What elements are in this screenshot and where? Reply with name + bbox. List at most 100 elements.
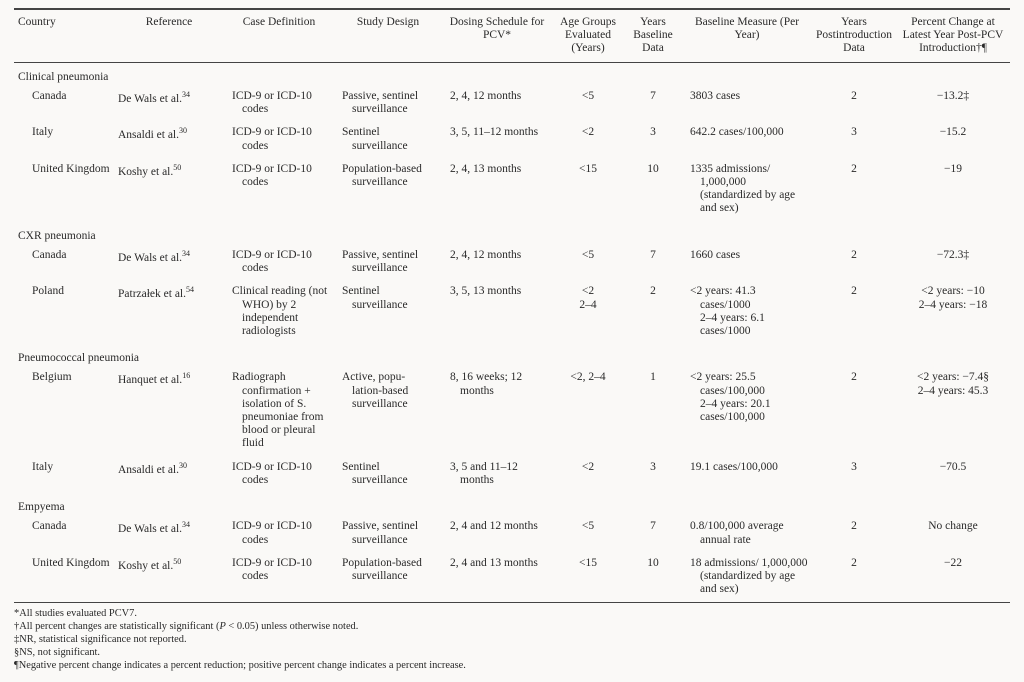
cell-ypost: 2	[812, 159, 896, 222]
table-row: PolandPatrzałek et al.54Clinical reading…	[14, 281, 1010, 344]
cell-age: <2, 2–4	[552, 367, 624, 456]
cell-casedef: ICD-9 or ICD-10 codes	[224, 516, 334, 552]
section-header-row: CXR pneumonia	[14, 222, 1010, 245]
cell-ypost: 2	[812, 245, 896, 281]
cell-design: Passive, sentinel surveillance	[334, 245, 442, 281]
cell-ybase: 3	[624, 457, 682, 493]
cell-reference: Ansaldi et al.30	[114, 122, 224, 158]
col-ybase: Years Baseline Data	[624, 9, 682, 62]
footnote-line: §NS, not significant.	[14, 646, 1010, 659]
cell-ypost: 2	[812, 516, 896, 552]
cell-design: Active, popu- lation-based surveillance	[334, 367, 442, 456]
footnote-line: †All percent changes are statistically s…	[14, 620, 1010, 633]
cell-age: <15	[552, 553, 624, 603]
cell-pct: −72.3‡	[896, 245, 1010, 281]
cell-baseline: 19.1 cases/100,000	[682, 457, 812, 493]
cell-casedef: ICD-9 or ICD-10 codes	[224, 457, 334, 493]
cell-country: Italy	[14, 457, 114, 493]
cell-ypost: 3	[812, 122, 896, 158]
cell-reference: Hanquet et al.16	[114, 367, 224, 456]
cell-baseline: <2 years: 41.3 cases/10002–4 years: 6.1 …	[682, 281, 812, 344]
cell-design: Population-based surveillance	[334, 553, 442, 603]
table-row: CanadaDe Wals et al.34ICD-9 or ICD-10 co…	[14, 86, 1010, 122]
cell-ypost: 2	[812, 86, 896, 122]
col-casedef: Case Definition	[224, 9, 334, 62]
cell-baseline: 1335 admissions/ 1,000,000 (standardized…	[682, 159, 812, 222]
cell-ybase: 10	[624, 159, 682, 222]
cell-reference: Patrzałek et al.54	[114, 281, 224, 344]
cell-baseline: 1660 cases	[682, 245, 812, 281]
cell-dosing: 3, 5, 13 months	[442, 281, 552, 344]
cell-dosing: 3, 5 and 11–12 months	[442, 457, 552, 493]
cell-dosing: 2, 4 and 12 months	[442, 516, 552, 552]
cell-country: Belgium	[14, 367, 114, 456]
cell-ypost: 2	[812, 367, 896, 456]
table-body: Clinical pneumoniaCanadaDe Wals et al.34…	[14, 62, 1010, 603]
cell-ybase: 1	[624, 367, 682, 456]
cell-ybase: 3	[624, 122, 682, 158]
cell-pct: <2 years: −7.4§2–4 years: 45.3	[896, 367, 1010, 456]
cell-country: United Kingdom	[14, 553, 114, 603]
cell-age: <5	[552, 516, 624, 552]
table-row: BelgiumHanquet et al.16Radiograph confir…	[14, 367, 1010, 456]
col-dosing: Dosing Schedule for PCV*	[442, 9, 552, 62]
table-row: United KingdomKoshy et al.50ICD-9 or ICD…	[14, 553, 1010, 603]
cell-design: Passive, sentinel surveillance	[334, 86, 442, 122]
cell-pct: −15.2	[896, 122, 1010, 158]
footnote-line: *All studies evaluated PCV7.	[14, 607, 1010, 620]
cell-casedef: ICD-9 or ICD-10 codes	[224, 553, 334, 603]
table-row: CanadaDe Wals et al.34ICD-9 or ICD-10 co…	[14, 516, 1010, 552]
cell-ybase: 7	[624, 516, 682, 552]
cell-pct: −22	[896, 553, 1010, 603]
cell-baseline: 18 admissions/ 1,000,000 (standardized b…	[682, 553, 812, 603]
cell-dosing: 2, 4, 12 months	[442, 86, 552, 122]
table-header: Country Reference Case Definition Study …	[14, 9, 1010, 62]
section-title: CXR pneumonia	[14, 222, 1010, 245]
cell-country: Canada	[14, 86, 114, 122]
cell-baseline: 0.8/100,000 average annual rate	[682, 516, 812, 552]
page: Country Reference Case Definition Study …	[0, 0, 1024, 682]
cell-age: <2	[552, 457, 624, 493]
col-country: Country	[14, 9, 114, 62]
col-design: Study Design	[334, 9, 442, 62]
cell-country: Italy	[14, 122, 114, 158]
cell-baseline: <2 years: 25.5 cases/100,0002–4 years: 2…	[682, 367, 812, 456]
cell-dosing: 3, 5, 11–12 months	[442, 122, 552, 158]
col-baseline: Baseline Measure (Per Year)	[682, 9, 812, 62]
cell-casedef: ICD-9 or ICD-10 codes	[224, 159, 334, 222]
cell-pct: −13.2‡	[896, 86, 1010, 122]
cell-ypost: 3	[812, 457, 896, 493]
table-row: CanadaDe Wals et al.34ICD-9 or ICD-10 co…	[14, 245, 1010, 281]
cell-age: <2	[552, 122, 624, 158]
cell-design: Sentinel surveillance	[334, 457, 442, 493]
cell-ybase: 10	[624, 553, 682, 603]
cell-casedef: Clinical reading (not WHO) by 2 independ…	[224, 281, 334, 344]
cell-design: Population-based surveillance	[334, 159, 442, 222]
footnotes: *All studies evaluated PCV7.†All percent…	[14, 607, 1010, 672]
section-header-row: Empyema	[14, 493, 1010, 516]
cell-ybase: 7	[624, 86, 682, 122]
cell-country: United Kingdom	[14, 159, 114, 222]
cell-dosing: 2, 4, 13 months	[442, 159, 552, 222]
cell-reference: Koshy et al.50	[114, 159, 224, 222]
cell-pct: No change	[896, 516, 1010, 552]
cell-age: <5	[552, 245, 624, 281]
cell-ypost: 2	[812, 553, 896, 603]
cell-reference: De Wals et al.34	[114, 86, 224, 122]
col-age: Age Groups Evaluated (Years)	[552, 9, 624, 62]
cell-ypost: 2	[812, 281, 896, 344]
col-ypost: Years Postintroduction Data	[812, 9, 896, 62]
cell-dosing: 2, 4 and 13 months	[442, 553, 552, 603]
cell-age: <15	[552, 159, 624, 222]
cell-country: Canada	[14, 516, 114, 552]
cell-casedef: Radiograph confirmation + isolation of S…	[224, 367, 334, 456]
section-title: Empyema	[14, 493, 1010, 516]
cell-reference: De Wals et al.34	[114, 245, 224, 281]
col-pct: Percent Change at Latest Year Post-PCV I…	[896, 9, 1010, 62]
cell-design: Sentinel surveillance	[334, 122, 442, 158]
cell-casedef: ICD-9 or ICD-10 codes	[224, 86, 334, 122]
section-header-row: Clinical pneumonia	[14, 62, 1010, 86]
cell-design: Passive, sentinel surveillance	[334, 516, 442, 552]
cell-casedef: ICD-9 or ICD-10 codes	[224, 122, 334, 158]
cell-country: Poland	[14, 281, 114, 344]
